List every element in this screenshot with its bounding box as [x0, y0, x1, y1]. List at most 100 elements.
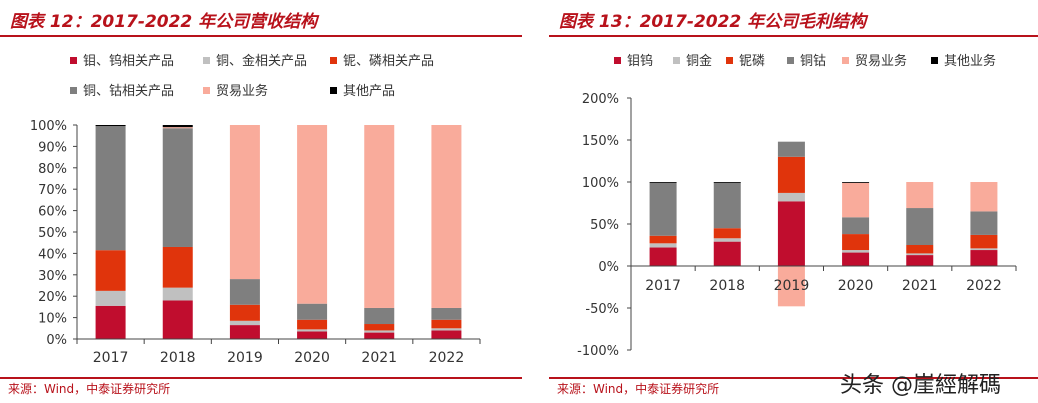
legend-swatch — [673, 57, 680, 64]
bar-segment — [777, 266, 805, 307]
x-tick-label: 2019 — [227, 350, 263, 366]
x-tick-label: 2021 — [902, 278, 938, 294]
bar-segment — [970, 248, 998, 251]
bar-segment — [95, 126, 126, 251]
bar-segment — [906, 253, 934, 256]
bar-segment — [842, 252, 870, 266]
x-tick-label: 2022 — [966, 278, 1002, 294]
bar-segment — [229, 279, 260, 305]
y-tick-label: 50% — [38, 226, 67, 241]
y-tick-label: 0% — [598, 260, 619, 275]
bar-segment — [970, 211, 998, 235]
legend-swatch — [70, 87, 77, 94]
bar-segment — [713, 238, 741, 242]
bar-segment — [431, 319, 462, 329]
bar-segment — [95, 290, 126, 306]
x-tick-label: 2022 — [429, 350, 465, 366]
x-tick-label: 2018 — [160, 350, 196, 366]
bar-segment — [713, 241, 741, 266]
bar-segment — [297, 319, 328, 330]
title-divider — [0, 35, 522, 37]
title-divider — [549, 35, 1038, 37]
x-tick-label: 2021 — [361, 350, 397, 366]
legend-label: 铌、磷相关产品 — [343, 54, 434, 69]
bar-segment — [229, 125, 260, 280]
y-tick-label: 150% — [582, 134, 619, 149]
legend-label: 铜、金相关产品 — [216, 53, 307, 69]
bar-segment — [713, 182, 741, 183]
bar-segment — [431, 330, 462, 339]
bar-segment — [906, 182, 934, 209]
y-tick-label: -100% — [577, 344, 619, 359]
gross-profit-structure-chart: 钼钨 铜金 铌磷 铜钴 贸易业务 其他业务 -100% -50% 0% 50% 100% 150% 20… — [577, 53, 1017, 359]
bar-segment — [162, 125, 193, 128]
y-tick-label: 0% — [46, 333, 67, 348]
bar-segment — [297, 329, 328, 332]
bar-segment — [906, 208, 934, 245]
y-tick-label: 80% — [38, 162, 67, 177]
bar-segment — [713, 228, 741, 239]
bar-segment — [431, 307, 462, 320]
legend-swatch — [203, 87, 210, 94]
bar-segment — [364, 324, 395, 331]
bar-segment — [649, 182, 677, 183]
bar-segment — [229, 304, 260, 321]
bar-segment — [842, 217, 870, 235]
bar-segment — [842, 182, 870, 218]
x-tick-label: 2019 — [774, 278, 810, 294]
y-tick-label: 30% — [38, 269, 67, 284]
bar-segment — [906, 255, 934, 266]
bar-segment — [431, 125, 462, 308]
y-tick-label: 90% — [38, 140, 67, 155]
legend-label: 钼钨 — [627, 53, 653, 69]
bar-segment — [649, 182, 677, 236]
bar-segment — [842, 234, 870, 251]
legend-label: 其他业务 — [944, 53, 996, 69]
legend-label: 铜金 — [686, 53, 712, 69]
bar-segment — [297, 125, 328, 304]
bar-segment — [229, 320, 260, 326]
legend-swatch — [330, 87, 337, 94]
y-tick-label: 40% — [38, 247, 67, 262]
legend-swatch — [931, 57, 938, 64]
legend-label: 铜钴 — [800, 54, 826, 69]
x-tick-label: 2017 — [645, 278, 681, 294]
bar-segment — [970, 182, 998, 212]
bar-segment — [162, 127, 193, 129]
bar-segment — [842, 250, 870, 253]
bar-segment — [297, 303, 328, 320]
legend-swatch — [70, 57, 77, 64]
y-tick-label: 200% — [582, 92, 619, 107]
legend-label: 钼、钨相关产品 — [83, 53, 174, 69]
bar-segment — [431, 328, 462, 331]
legend-label: 贸易业务 — [216, 83, 268, 99]
bar-segment — [649, 247, 677, 266]
y-tick-label: 60% — [38, 205, 67, 220]
bar-segment — [229, 325, 260, 339]
bar-segment — [777, 141, 805, 157]
x-tick-label: 2020 — [838, 278, 874, 294]
legend-label: 铌磷 — [739, 54, 765, 69]
bar-segment — [906, 245, 934, 254]
y-tick-label: -50% — [585, 302, 619, 317]
legend-swatch — [203, 57, 210, 64]
y-tick-label: 100% — [30, 119, 67, 134]
watermark: 头条 @崖經解碼 — [840, 373, 1001, 398]
chart-title: 图表 13：2017-2022 年公司毛利结构 — [559, 12, 867, 32]
y-tick-label: 10% — [38, 312, 67, 327]
y-tick-label: 70% — [38, 183, 67, 198]
source-note: 来源：Wind，中泰证券研究所 — [557, 382, 720, 396]
legend-swatch — [614, 57, 621, 64]
x-tick-label: 2018 — [709, 278, 745, 294]
legend-label: 铜、钴相关产品 — [83, 84, 174, 99]
gross-profit-structure-panel: 图表 13：2017-2022 年公司毛利结构 钼钨 铜金 铌磷 铜钴 贸易业务 其他业务… — [549, 0, 1038, 403]
bar-segment — [777, 156, 805, 193]
source-divider — [549, 377, 1038, 379]
bar-segment — [162, 287, 193, 301]
y-tick-label: 100% — [582, 176, 619, 191]
legend-swatch — [726, 57, 733, 64]
bar-segment — [95, 125, 126, 127]
bar-segment — [95, 305, 126, 339]
bar-segment — [95, 250, 126, 291]
